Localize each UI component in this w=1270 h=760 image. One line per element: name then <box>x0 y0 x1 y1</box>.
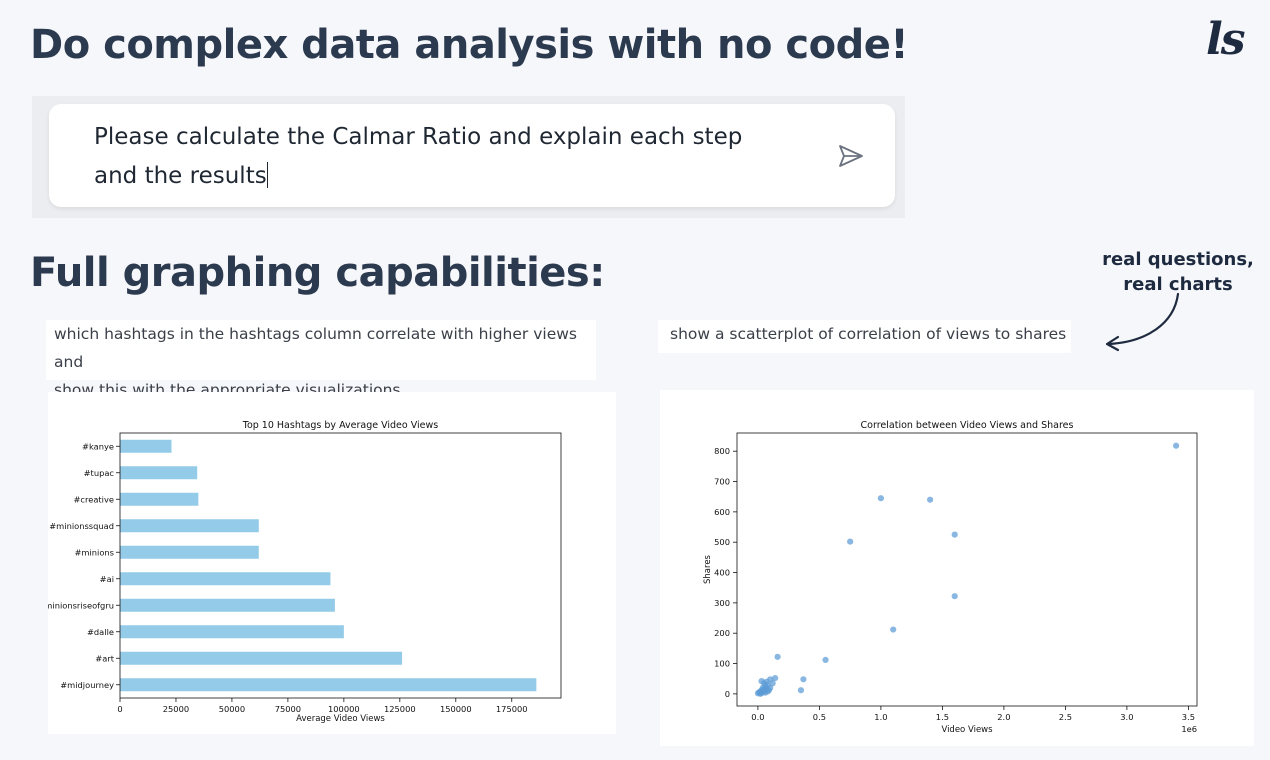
x-tick-label: 2.5 <box>1059 712 1072 722</box>
x-axis-label: Video Views <box>941 725 993 735</box>
query-hashtags: which hashtags in the hashtags column co… <box>46 320 596 399</box>
y-tick-label: 100 <box>714 659 730 669</box>
send-icon[interactable] <box>837 142 865 170</box>
scatter-point <box>772 674 779 682</box>
y-tick-label: #dalle <box>87 627 114 637</box>
bar <box>120 466 198 480</box>
bar <box>120 598 335 612</box>
query-scatter: show a scatterplot of correlation of vie… <box>658 320 1071 353</box>
bar <box>120 545 259 559</box>
scatter-point <box>797 687 805 694</box>
bar <box>120 572 331 586</box>
callout-line-2: real charts <box>1123 274 1233 295</box>
y-tick-label: #ai <box>100 574 114 584</box>
query-scatter-text: show a scatterplot of correlation of vie… <box>670 325 1067 343</box>
scatter-point <box>1172 442 1180 449</box>
x-tick-label: 0.0 <box>751 712 764 722</box>
x-tick-label: 150000 <box>440 704 472 714</box>
y-tick-label: 300 <box>714 598 730 608</box>
scatter-point <box>774 653 781 660</box>
x-tick-label: 125000 <box>384 704 416 714</box>
scatter-point <box>847 538 854 545</box>
scatter-point <box>951 531 958 538</box>
scatter-point <box>769 680 776 687</box>
x-tick-label: 100000 <box>328 704 360 714</box>
x-tick-label: 75000 <box>275 704 301 714</box>
scatter-point <box>763 678 770 685</box>
plot-frame <box>736 432 1198 707</box>
bar <box>120 492 199 506</box>
x-tick-label: 1.0 <box>874 712 887 722</box>
bar-chart-panel: Top 10 Hashtags by Average Video Views #k… <box>48 392 616 734</box>
x-tick-label: 0 <box>117 704 122 714</box>
scatter-point <box>927 496 934 503</box>
prompt-input[interactable]: Please calculate the Calmar Ratio and ex… <box>49 104 895 207</box>
chart-title: Top 10 Hashtags by Average Video Views <box>242 420 439 431</box>
y-tick-label: 200 <box>714 628 730 638</box>
bar-chart: Top 10 Hashtags by Average Video Views #k… <box>48 420 562 724</box>
scatter-point <box>951 593 958 600</box>
x-tick-label: 2.0 <box>997 712 1010 722</box>
bar <box>120 519 259 533</box>
main-heading: Do complex data analysis with no code! <box>30 22 909 68</box>
y-tick-label: #creative <box>73 494 114 504</box>
x-tick-label: 175000 <box>496 704 528 714</box>
bar <box>120 625 344 639</box>
x-tick-label: 0.5 <box>813 712 826 722</box>
x-tick-label: 25000 <box>163 704 189 714</box>
x-tick-label: 3.0 <box>1120 712 1133 722</box>
y-axis-label: Shares <box>703 554 713 584</box>
y-tick-label: #art <box>95 653 114 663</box>
scatter-point <box>800 676 807 683</box>
y-tick-label: 500 <box>714 537 730 547</box>
y-tick-label: #minionssquad <box>49 521 114 531</box>
scatter-chart: Correlation between Video Views and Shar… <box>703 420 1198 735</box>
scatter-point <box>877 495 885 502</box>
scatter-point <box>822 656 829 663</box>
prompt-text[interactable]: Please calculate the Calmar Ratio and ex… <box>94 118 814 196</box>
query-hashtags-line-1: which hashtags in the hashtags column co… <box>54 325 577 371</box>
graphing-heading: Full graphing capabilities: <box>30 250 605 296</box>
scatter-chart-panel: Correlation between Video Views and Shar… <box>660 390 1254 746</box>
callout-line-1: real questions, <box>1102 249 1254 270</box>
x-axis-label: Average Video Views <box>296 714 385 724</box>
chart-title: Correlation between Video Views and Shar… <box>861 420 1074 431</box>
scatter-point <box>767 684 774 691</box>
bar <box>120 651 403 665</box>
curved-arrow-icon <box>1105 292 1180 352</box>
bar <box>120 678 537 692</box>
prompt-line-2: and the results <box>94 163 267 189</box>
prompt-line-1: Please calculate the Calmar Ratio and ex… <box>94 124 743 150</box>
y-tick-label: #minionsriseofgru <box>48 600 114 610</box>
y-tick-label: 400 <box>714 568 730 578</box>
y-tick-label: #tupac <box>84 468 115 478</box>
y-tick-label: 700 <box>714 477 730 487</box>
x-tick-label: 1.5 <box>936 712 949 722</box>
brand-logo[interactable]: ls <box>1206 14 1245 65</box>
text-caret <box>266 162 269 188</box>
plot-frame <box>119 432 562 699</box>
x-tick-label: 3.5 <box>1182 712 1195 722</box>
bar <box>120 439 172 453</box>
y-tick-label: 600 <box>714 507 730 517</box>
y-tick-label: #minions <box>74 547 114 557</box>
y-tick-label: 800 <box>714 446 730 456</box>
y-tick-label: #midjourney <box>60 680 114 690</box>
y-tick-label: 0 <box>725 689 730 699</box>
x-tick-label: 50000 <box>219 704 245 714</box>
scatter-point <box>890 626 897 633</box>
callout-note: real questions, real charts <box>1100 247 1256 297</box>
y-tick-label: #kanye <box>82 441 114 451</box>
x-scale-label: 1e6 <box>1181 724 1197 734</box>
